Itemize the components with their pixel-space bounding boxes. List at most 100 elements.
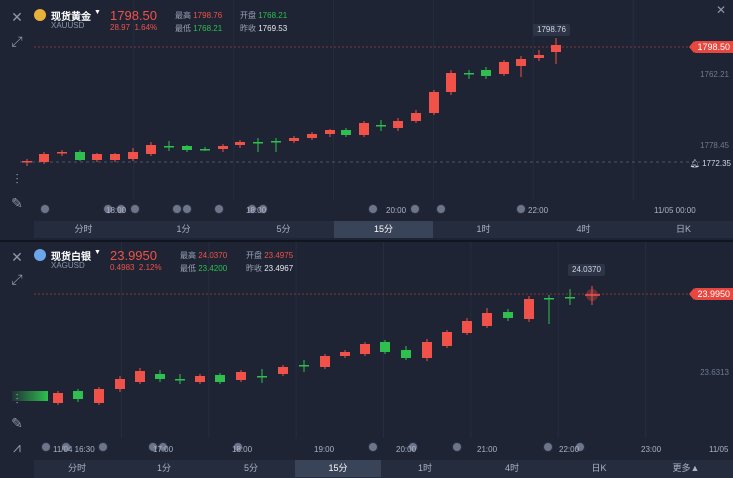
gold-candle [307, 132, 317, 140]
gold-open: 开盘 1768.21 [240, 11, 288, 20]
gold-candle [411, 110, 421, 123]
chevron-down-icon[interactable]: ▼ [94, 249, 101, 256]
silver-candle [257, 369, 267, 383]
silver-name[interactable]: 现货白银 [51, 252, 91, 263]
event-marker[interactable] [103, 204, 113, 214]
tab-15m[interactable]: 15分 [295, 460, 381, 477]
event-marker[interactable] [247, 204, 257, 214]
silver-candle [215, 373, 225, 384]
gold-candle [39, 152, 49, 164]
silver-change: 0.4983 2.12% [110, 263, 162, 272]
silver-candle [12, 391, 48, 401]
silver-high-tooltip: 24.0370 [568, 264, 605, 276]
event-marker[interactable] [452, 442, 462, 452]
gold-candle [75, 150, 85, 161]
event-marker[interactable] [61, 442, 71, 452]
tab-5m[interactable]: 5分 [243, 463, 258, 473]
gold-price-tag: 1798.50 [689, 41, 733, 53]
tab-1h[interactable]: 1时 [417, 463, 432, 473]
silver-candle [278, 365, 288, 376]
gold-alert-price[interactable]: 🔔︎ 1772.35 [689, 159, 731, 168]
event-marker[interactable] [148, 442, 158, 452]
gold-candle [110, 153, 120, 162]
event-marker[interactable] [98, 442, 108, 452]
silver-timeframe-tabs: 分时 1分 5分 15分 1时 4时 日K 更多▲ [34, 460, 733, 478]
gold-candle [57, 150, 67, 156]
gold-y-label: 1762.21 [700, 70, 729, 79]
gold-candle [499, 60, 509, 76]
silver-open: 开盘 23.4975 [246, 251, 294, 260]
draw-icon[interactable]: ✎ [11, 415, 23, 431]
gold-candle [341, 128, 351, 137]
silver-low: 最低 23.4200 [180, 264, 228, 273]
gold-candle [128, 148, 138, 161]
indicator-icon[interactable]: ⫶ [15, 391, 19, 407]
tab-1h[interactable]: 1时 [476, 224, 491, 234]
event-marker[interactable] [436, 204, 446, 214]
event-marker[interactable] [516, 204, 526, 214]
event-marker[interactable] [368, 204, 378, 214]
line-tool-icon[interactable]: ⩘ [13, 439, 21, 455]
tab-1[interactable]: 分时 [74, 224, 93, 234]
event-marker[interactable] [543, 442, 553, 452]
gold-x-label: 20:00 [386, 206, 407, 215]
event-marker[interactable] [41, 442, 51, 452]
gold-name[interactable]: 现货黄金 [51, 12, 91, 23]
tab-more[interactable]: 更多▲ [672, 463, 700, 473]
draw-icon[interactable]: ✎ [11, 195, 23, 211]
tab-4h[interactable]: 4时 [504, 463, 519, 473]
silver-x-label: 23:00 [641, 445, 662, 454]
event-marker[interactable] [158, 442, 168, 452]
event-marker[interactable] [116, 204, 126, 214]
event-marker[interactable] [214, 204, 224, 214]
expand-icon[interactable]: ⤢ [11, 271, 23, 287]
close-icon[interactable]: ✕ [715, 3, 727, 17]
silver-x-label: 22:00 [559, 445, 580, 454]
silver-candle [565, 289, 575, 305]
event-marker[interactable] [172, 204, 182, 214]
gold-timeframe-tabs: 分时 1分 5分 15分 1时 4时 日K [34, 221, 733, 238]
tab-4h[interactable]: 4时 [576, 224, 591, 234]
event-marker[interactable] [575, 442, 585, 452]
close-icon[interactable]: ✕ [11, 9, 23, 25]
tab-15m[interactable]: 15分 [334, 221, 433, 238]
silver-candle [462, 318, 472, 335]
silver-candle [94, 387, 104, 405]
gold-candle [218, 144, 228, 152]
event-marker[interactable] [408, 442, 418, 452]
silver-candle [360, 342, 370, 356]
tab-daily[interactable]: 日K [591, 463, 607, 473]
event-marker[interactable] [410, 204, 420, 214]
event-marker[interactable] [130, 204, 140, 214]
event-marker[interactable] [258, 204, 268, 214]
tab-1m[interactable]: 1分 [156, 463, 171, 473]
silver-x-label: 18:00 [232, 445, 253, 454]
silver-candle [236, 370, 246, 382]
panel-divider [0, 240, 733, 242]
silver-candle [299, 360, 309, 372]
silver-candlestick-chart[interactable] [0, 242, 733, 460]
event-marker[interactable] [233, 442, 243, 452]
gold-candle [146, 142, 156, 156]
gold-prev-close: 昨收 1769.53 [240, 24, 288, 33]
close-icon[interactable]: ✕ [11, 249, 23, 265]
silver-toolbar: ✕ ⤢ ⫶ ✎ ⩘ [0, 242, 34, 478]
gold-candle [325, 129, 335, 137]
silver-candle [155, 370, 165, 382]
event-marker[interactable] [182, 204, 192, 214]
silver-x-label: 17:00 [153, 445, 174, 454]
tab-1m[interactable]: 1分 [176, 224, 191, 234]
event-marker[interactable] [368, 442, 378, 452]
expand-icon[interactable]: ⤢ [11, 33, 23, 49]
event-marker[interactable] [40, 204, 50, 214]
gold-x-label: 11/05 00:00 [654, 206, 696, 215]
tab-daily[interactable]: 日K [675, 224, 691, 234]
indicator-icon[interactable]: ⫶ [15, 171, 19, 187]
silver-candle [135, 368, 145, 384]
tab-1[interactable]: 分时 [67, 463, 86, 473]
tab-5m[interactable]: 5分 [276, 224, 291, 234]
gold-candlestick-chart[interactable] [0, 0, 733, 222]
silver-x-label: 11/04 16:30 [53, 445, 95, 454]
gold-candle [429, 90, 439, 115]
chevron-down-icon[interactable]: ▼ [94, 9, 101, 16]
